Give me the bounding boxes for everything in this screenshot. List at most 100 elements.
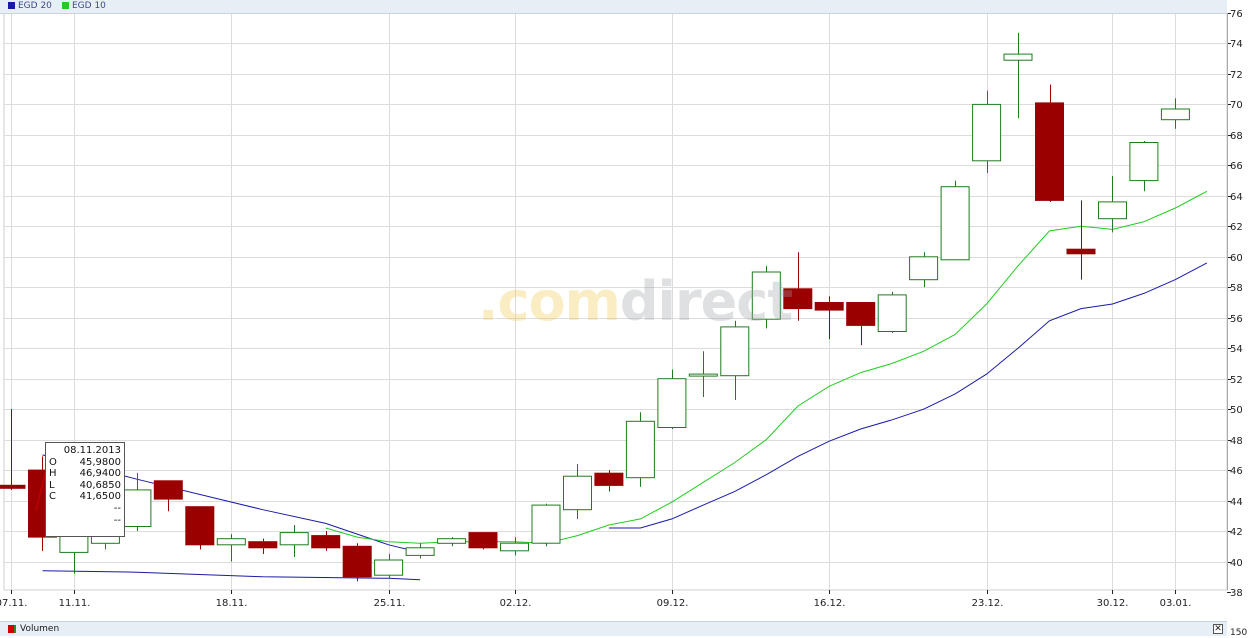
candle-down: [342, 543, 372, 582]
candle-body: [468, 532, 498, 549]
x-tick-label: 18.11.: [216, 598, 248, 609]
candle-up: [531, 503, 561, 547]
tooltip-extra-1: --: [113, 502, 121, 514]
legend-item-egd10[interactable]: EGD 10: [62, 0, 106, 12]
candle-body: [594, 472, 624, 486]
y-tick-label: 58: [1230, 283, 1243, 294]
candle-body: [1129, 142, 1159, 182]
x-tick-label: 16.12.: [814, 598, 846, 609]
candle-down: [468, 532, 498, 550]
legend: EGD 20 EGD 10: [0, 0, 1227, 14]
candle-up: [500, 537, 529, 556]
volume-axis-label: 150: [1230, 628, 1248, 638]
candle-up: [374, 553, 404, 579]
candle-down: [1035, 84, 1064, 202]
tooltip-extra-2: --: [113, 514, 121, 526]
candle-body: [783, 288, 813, 310]
candle-up: [1160, 98, 1190, 129]
y-tick-label: 50: [1230, 405, 1243, 416]
candle-up: [216, 534, 246, 562]
candle-up: [1098, 176, 1127, 233]
candle-down: [311, 531, 341, 551]
candle-up: [909, 252, 939, 288]
grid-lines: [3, 12, 1228, 591]
x-tick-label: 30.12.: [1097, 598, 1129, 609]
y-tick-label: 56: [1230, 314, 1243, 325]
candle-up: [657, 369, 687, 429]
candle-down: [814, 296, 844, 340]
y-tick-label: 72: [1230, 70, 1243, 81]
candle-body: [437, 538, 467, 544]
tooltip-row-high: H 46,9400: [49, 468, 121, 480]
x-tick-label: 09.12.: [657, 598, 689, 609]
candle-body: [311, 535, 341, 549]
candle-up: [877, 291, 907, 333]
candle-body: [846, 302, 876, 326]
candle-body: [1098, 201, 1127, 220]
candle-body: [1066, 248, 1096, 255]
legend-swatch-egd20: [8, 2, 15, 9]
candle-up: [122, 473, 152, 532]
x-tick-label: 11.11.: [59, 598, 91, 609]
legend-item-egd20[interactable]: EGD 20: [8, 0, 52, 12]
candle-body: [751, 271, 781, 320]
candle-body: [122, 489, 152, 527]
candle-up: [940, 180, 970, 261]
tooltip-row-open: O 45,9800: [49, 456, 121, 468]
candle-body: [279, 532, 309, 546]
legend-swatch-egd10: [62, 2, 69, 9]
y-tick-label: 54: [1230, 344, 1243, 355]
candle-up: [1003, 32, 1033, 119]
volume-label: Volumen: [20, 624, 60, 634]
candle-down: [783, 252, 813, 321]
y-tick-label: 60: [1230, 253, 1243, 264]
x-tick-label: 03.01.: [1160, 598, 1192, 609]
x-tick-label: 07.11.: [0, 598, 27, 609]
volume-icon: [8, 625, 16, 633]
candlesticks: [0, 32, 1190, 582]
candle-body: [500, 542, 529, 552]
y-tick-label: 52: [1230, 375, 1243, 386]
y-tick-label: 62: [1230, 222, 1243, 233]
y-tick-label: 66: [1230, 161, 1243, 172]
candle-up: [625, 412, 655, 487]
candle-up: [720, 320, 750, 401]
y-tick-label: 42: [1230, 527, 1243, 538]
candle-body: [405, 547, 435, 556]
candle-up: [279, 524, 309, 557]
candle-up: [437, 537, 467, 547]
candle-down: [153, 480, 183, 512]
candle-body: [153, 480, 183, 500]
y-tick-label: 76: [1230, 9, 1243, 20]
legend-label-egd10: EGD 10: [72, 1, 106, 11]
candle-body: [216, 538, 246, 546]
series-line-egd10: [325, 190, 1208, 544]
series-line-egd20: [42, 570, 421, 581]
close-icon[interactable]: ✕: [1213, 624, 1223, 634]
candle-body: [1003, 53, 1033, 61]
axes: 38 40 42 44 46 48 50 52 54 56 58 60 62 64 66 68 70 72 74 76…: [0, 9, 1243, 609]
y-tick-label: 64: [1230, 192, 1243, 203]
candle-body: [185, 506, 215, 546]
candle-up: [1129, 140, 1159, 192]
candle-body: [1035, 102, 1064, 201]
series-line-egd20: [608, 262, 1208, 529]
candle-up: [688, 351, 718, 397]
y-tick-label: 38: [1230, 588, 1243, 599]
tooltip-row-close: C 41,6500: [49, 491, 121, 503]
y-tick-label: 70: [1230, 100, 1243, 111]
candle-body: [1160, 108, 1190, 121]
candle-body: [625, 420, 655, 479]
candle-body: [909, 256, 939, 281]
y-tick-label: 40: [1230, 558, 1243, 569]
candle-body: [877, 294, 907, 332]
y-tick-label: 68: [1230, 131, 1243, 142]
candle-body: [563, 475, 592, 511]
candle-body: [688, 373, 718, 377]
candle-up: [972, 90, 1002, 173]
y-tick-label: 44: [1230, 497, 1243, 508]
tooltip-row-low: L 40,6850: [49, 479, 121, 491]
